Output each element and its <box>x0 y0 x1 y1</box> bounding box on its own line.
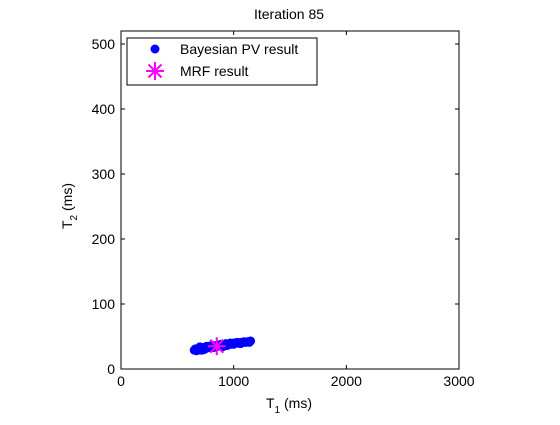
data-point-bayesian <box>235 339 245 349</box>
x-axis-label: T1 (ms) <box>266 395 312 416</box>
x-tick-label: 2000 <box>331 373 362 389</box>
x-axis-label-unit: (ms) <box>280 395 312 411</box>
legend-marker-bayesian <box>150 44 160 54</box>
legend-label-mrf: MRF result <box>180 63 249 79</box>
legend-box <box>126 37 318 86</box>
x-axis-label-main: T <box>266 395 275 411</box>
axes-box <box>120 30 460 370</box>
y-axis-label-unit: (ms) <box>59 183 75 215</box>
y-tick-label: 400 <box>92 101 116 117</box>
y-axis-label-main: T <box>59 220 75 229</box>
x-tick-label: 1000 <box>218 373 249 389</box>
y-tick-label: 500 <box>92 36 116 52</box>
x-axis-label-subscript: 1 <box>275 405 281 416</box>
legend-marker-mrf <box>146 62 164 80</box>
y-tick-label: 0 <box>107 361 115 377</box>
x-tick-label: 3000 <box>443 373 474 389</box>
y-axis-label-subscript: 2 <box>69 214 80 220</box>
data-point-bayesian <box>197 345 207 355</box>
y-tick-label: 100 <box>92 296 116 312</box>
legend-label-bayesian: Bayesian PV result <box>180 41 298 57</box>
y-axis-label: T2 (ms) <box>59 183 80 229</box>
x-tick-label: 0 <box>117 373 125 389</box>
y-tick-label: 200 <box>92 231 116 247</box>
y-tick-label: 300 <box>92 166 116 182</box>
data-point-bayesian <box>246 336 256 346</box>
data-point-mrf <box>207 337 226 356</box>
asterisk-stroke <box>209 339 224 354</box>
data-point-bayesian <box>229 339 239 349</box>
legend: Bayesian PV result MRF result <box>126 37 318 86</box>
plot-area: 0 1000 2000 3000 0 100 200 300 400 500 <box>92 30 475 389</box>
chart-title: Iteration 85 <box>254 6 324 22</box>
